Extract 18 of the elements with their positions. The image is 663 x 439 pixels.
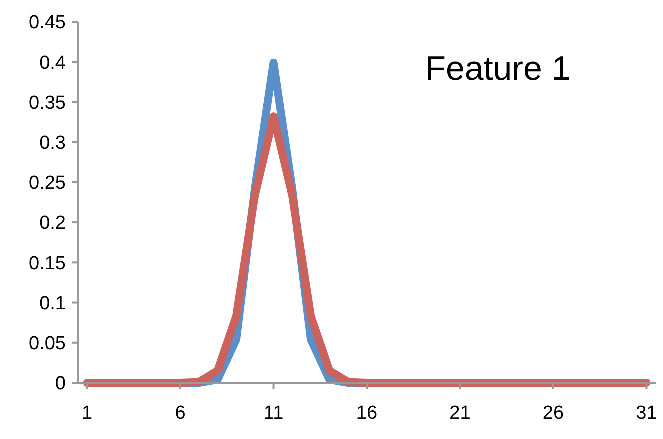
y-tick-label: 0.15	[29, 253, 66, 274]
x-tick-label: 21	[450, 403, 471, 424]
y-tick-label: 0.35	[29, 92, 66, 114]
x-tick-label: 26	[542, 403, 564, 424]
y-tick-label: 0	[55, 374, 66, 395]
y-tick-label: 0.25	[29, 173, 66, 194]
x-tick-label: 16	[356, 403, 378, 424]
x-tick-label: 31	[636, 403, 658, 424]
y-tick-label: 0.45	[29, 12, 66, 34]
y-tick-label: 0.4	[40, 52, 66, 74]
x-tick-label: 11	[264, 403, 284, 424]
y-tick-label: 0.05	[29, 334, 66, 355]
annotation: Feature 1	[425, 50, 571, 88]
y-tick-label: 0.3	[40, 132, 66, 154]
y-tick-label: 0.1	[40, 293, 66, 314]
x-tick-label: 1	[82, 403, 93, 424]
y-tick-label: 0.2	[40, 213, 66, 234]
x-tick-label: 6	[175, 403, 186, 424]
